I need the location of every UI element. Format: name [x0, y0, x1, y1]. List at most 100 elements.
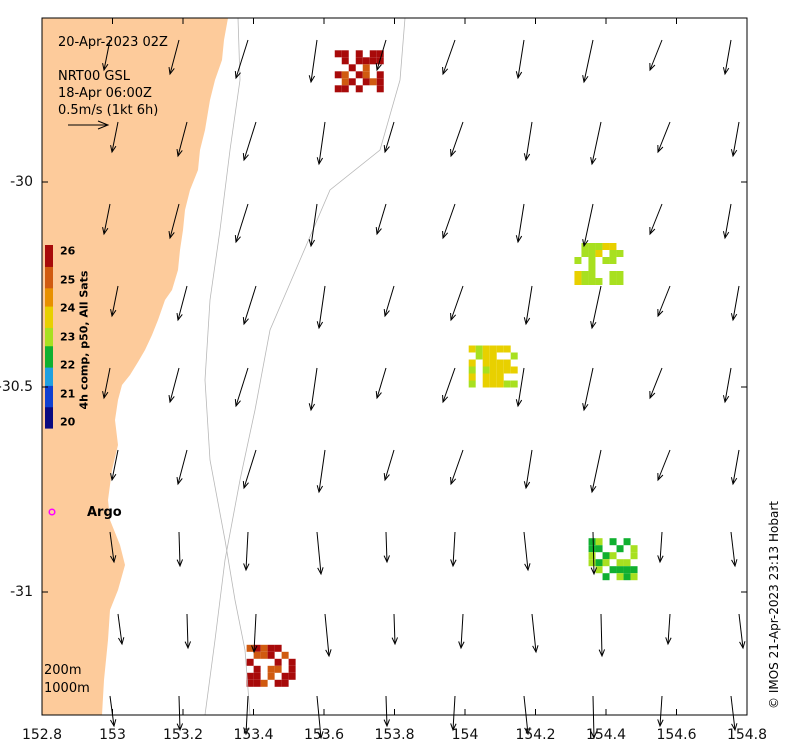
current-arrow	[724, 203, 732, 239]
sst-pixel	[468, 373, 476, 381]
colorbar-segment	[45, 339, 53, 344]
current-arrow-head	[442, 230, 449, 240]
x-tick-label: 154.8	[726, 727, 768, 743]
current-arrow	[591, 449, 602, 493]
current-arrow	[103, 39, 111, 71]
colorbar-segment	[45, 278, 53, 283]
current-arrow-head	[730, 313, 738, 322]
current-arrow-head	[102, 227, 109, 236]
colorbar-segment	[45, 360, 53, 365]
current-arrow-head	[176, 476, 183, 486]
current-arrow	[657, 449, 671, 481]
sst-pixel	[581, 250, 589, 257]
current-arrow-head	[442, 66, 449, 76]
current-arrow-head	[110, 719, 117, 728]
sst-pixel	[496, 380, 504, 388]
current-arrow-head	[243, 563, 250, 572]
current-arrow	[235, 203, 249, 243]
current-arrow-head	[515, 235, 523, 244]
sst-pixel	[274, 658, 282, 666]
colorbar-segment	[45, 379, 53, 383]
current-arrow	[385, 695, 388, 727]
sst-pixel	[588, 257, 596, 264]
current-arrow	[732, 285, 740, 321]
sst-pixel	[510, 352, 518, 360]
current-arrow	[649, 39, 663, 71]
sst-pixel	[376, 50, 384, 58]
sst-pixel	[376, 78, 384, 86]
sst-pixel	[496, 359, 504, 367]
current-arrow-head	[523, 481, 531, 490]
colorbar-segment	[45, 290, 53, 295]
sst-pixel	[595, 243, 603, 250]
sst-pixel	[489, 359, 497, 367]
sst-pixel	[623, 538, 631, 546]
scale-arrow	[68, 120, 110, 130]
current-arrow	[452, 695, 456, 731]
colorbar-segment	[45, 272, 53, 277]
sst-pixel	[376, 71, 384, 79]
current-arrow	[384, 121, 395, 153]
colorbar-segment	[45, 421, 53, 426]
sst-pixel	[348, 78, 356, 86]
colorbar-segment	[45, 385, 53, 389]
sst-pixel	[609, 243, 617, 250]
sst-pixel	[616, 566, 624, 574]
current-arrow	[591, 121, 602, 165]
sst-pixel	[588, 538, 596, 546]
colorbar-tick-label: 22	[60, 358, 76, 372]
sst-pixel	[609, 566, 617, 574]
sst-pixel	[341, 78, 349, 86]
sst-pixel	[281, 651, 289, 659]
scale-label: 0.5m/s (1kt 6h)	[58, 103, 159, 118]
current-arrow-head	[375, 226, 382, 236]
sst-pixel	[362, 71, 370, 79]
colorbar-segment	[45, 327, 53, 331]
current-arrow	[178, 531, 181, 567]
current-arrow	[523, 531, 529, 571]
sst-pixel	[595, 566, 603, 574]
current-arrow-head	[657, 308, 664, 318]
current-arrow-head	[118, 637, 125, 646]
current-arrow-head	[450, 312, 457, 322]
sst-pixel	[616, 559, 624, 567]
current-arrow	[243, 285, 257, 325]
coastline-land	[42, 18, 228, 715]
colorbar-segment	[45, 370, 53, 374]
sst-pixel	[602, 552, 610, 560]
sst-pixel	[253, 679, 261, 687]
sst-pixel	[482, 380, 490, 388]
current-arrow-head	[524, 727, 531, 736]
sst-pixel	[609, 538, 617, 546]
current-arrow-head	[524, 563, 531, 572]
current-arrow-head	[657, 144, 664, 154]
colorbar-tick-label: 21	[60, 387, 76, 400]
depth-1000m-label: 1000m	[44, 681, 90, 696]
current-arrow-head	[242, 316, 249, 326]
depth-200m-label: 200m	[44, 663, 82, 678]
sst-pixel	[482, 352, 490, 360]
current-arrow	[583, 39, 594, 83]
current-arrow	[667, 613, 671, 645]
current-arrow-head	[590, 731, 598, 740]
current-arrow-head	[450, 148, 457, 158]
sst-pixel	[623, 566, 631, 574]
current-arrow	[235, 367, 249, 407]
current-arrow	[442, 367, 456, 403]
colorbar-segment	[45, 312, 53, 316]
sst-pixel	[274, 679, 282, 687]
current-arrow-head	[582, 403, 589, 412]
contour-1000m	[204, 17, 406, 716]
sst-pixel	[496, 373, 504, 381]
current-arrow-head	[176, 559, 184, 568]
sst-pixel	[260, 644, 268, 652]
current-arrow-head	[168, 230, 175, 240]
sst-pixel	[369, 50, 377, 58]
colorbar-segment	[45, 257, 53, 261]
x-tick-label: 154.4	[585, 727, 627, 743]
current-arrow-head	[590, 157, 597, 166]
current-arrow-head	[316, 321, 324, 330]
sst-pixel	[334, 85, 342, 93]
current-arrow	[531, 613, 537, 653]
colorbar-label: 4h comp, p50, All Sats	[77, 270, 91, 410]
